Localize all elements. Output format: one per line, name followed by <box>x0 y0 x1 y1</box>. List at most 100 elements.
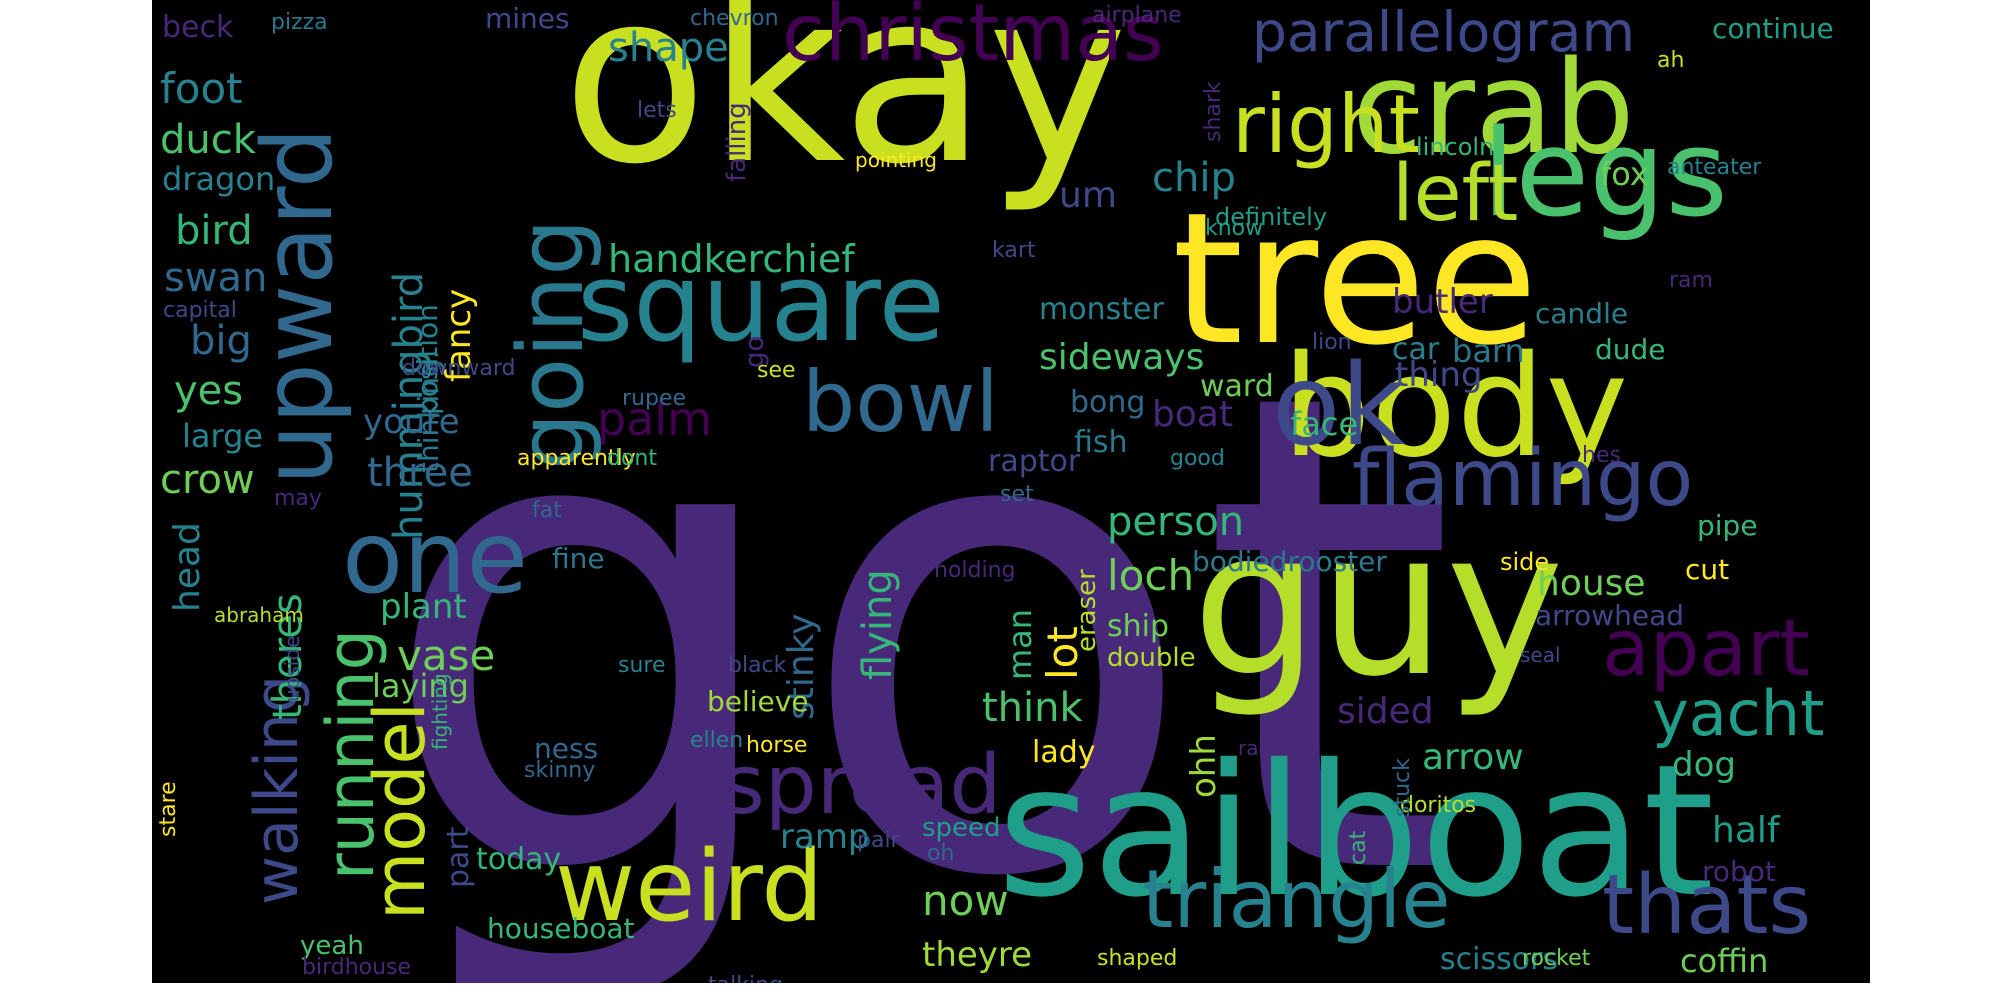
word-flamingo: flamingo <box>1352 434 1694 524</box>
word-arrow: arrow <box>1422 737 1524 778</box>
word-sided: sided <box>1337 691 1434 732</box>
word-duck: duck <box>160 117 256 163</box>
word-yes: yes <box>174 368 244 414</box>
word-see: see <box>757 358 796 383</box>
word-dog: dog <box>1672 745 1736 785</box>
word-doritos: doritos <box>1400 793 1477 818</box>
word-fat: fat <box>532 498 562 523</box>
word-side: side <box>1500 548 1550 576</box>
word-pizza: pizza <box>271 10 328 35</box>
word-spread: spread <box>722 738 1002 833</box>
word-shape: shape <box>608 25 729 71</box>
word-crab: crab <box>1352 34 1635 183</box>
word-palm: palm <box>597 392 712 446</box>
word-going: going <box>499 218 604 470</box>
word-arrowhead: arrowhead <box>1535 599 1685 632</box>
word-got: got <box>376 252 1458 983</box>
word-monster: monster <box>1039 292 1164 327</box>
word-robot: robot <box>1702 855 1776 888</box>
word-sure: sure <box>618 653 666 678</box>
word-talking: talking <box>708 975 783 984</box>
word-set: set <box>1000 482 1034 507</box>
word-okay: okay <box>562 0 1128 217</box>
word-think: think <box>982 685 1083 731</box>
word-um: um <box>1059 175 1117 216</box>
word-triangle: triangle <box>1142 853 1451 946</box>
word-left: left <box>1392 149 1519 239</box>
word-believe: believe <box>707 685 809 718</box>
word-ohh: ohh <box>1184 734 1224 798</box>
word-youre: youre <box>363 402 460 442</box>
word-good: good <box>1170 446 1225 471</box>
word-laying: laying <box>372 667 469 705</box>
word-half: half <box>1712 810 1780 851</box>
word-fish: fish <box>1074 425 1128 460</box>
word-lincoln: lincoln <box>1416 133 1495 161</box>
word-ok: ok <box>1272 341 1406 471</box>
word-yacht: yacht <box>1652 677 1825 750</box>
word-anteater: anteater <box>1667 155 1762 180</box>
word-know: know <box>1205 216 1264 241</box>
word-ward: ward <box>1200 369 1274 404</box>
word-dude: dude <box>1595 333 1666 366</box>
word-ellen: ellen <box>690 728 744 753</box>
word-tree: tree <box>1172 173 1539 385</box>
word-body: body <box>1282 326 1629 489</box>
word-face: face <box>1290 405 1359 443</box>
word-cut: cut <box>1685 553 1730 586</box>
word-dont: dont <box>607 446 657 471</box>
word-bodiedrooster: bodiedrooster <box>1192 545 1387 578</box>
word-thats: thats <box>1602 858 1812 953</box>
word-lets: lets <box>637 98 677 123</box>
word-chevron: chevron <box>690 6 779 31</box>
word-black: black <box>728 653 787 678</box>
word-capital: capital <box>163 298 237 323</box>
word-kart: kart <box>992 238 1036 263</box>
word-today: today <box>476 842 562 877</box>
word-double: double <box>1107 643 1196 673</box>
word-plant: plant <box>380 587 467 627</box>
word-big: big <box>190 318 252 364</box>
word-ship: ship <box>1107 609 1170 644</box>
word-pointing: pointing <box>855 148 937 172</box>
word-fox: fox <box>1600 155 1649 193</box>
word-skinny: skinny <box>524 758 596 783</box>
word-man: man <box>1001 608 1039 680</box>
word-shaped: shaped <box>1097 946 1178 971</box>
word-stuck: stuck <box>1390 758 1415 817</box>
word-now: now <box>922 876 1009 925</box>
word-parallelogram: parallelogram <box>1252 0 1636 64</box>
word-fine: fine <box>552 542 605 575</box>
word-model: model <box>359 702 441 920</box>
word-weird: weird <box>555 830 824 944</box>
word-three: three <box>367 450 473 496</box>
word-houseboat: houseboat <box>487 912 635 945</box>
word-flying: flying <box>855 569 901 680</box>
word-one: one <box>342 499 529 616</box>
word-ness: ness <box>534 732 599 765</box>
word-seal: seal <box>1520 643 1561 667</box>
word-rocket: rocket <box>1522 946 1591 971</box>
word-ramp: ramp <box>780 817 870 857</box>
word-yeah: yeah <box>300 931 364 961</box>
word-lion: lion <box>1312 330 1352 355</box>
word-head: head <box>167 522 208 612</box>
word-sailboat: sailboat <box>997 725 1715 937</box>
word-lady: lady <box>1032 735 1096 770</box>
word-large: large <box>182 417 264 455</box>
word-vase: vase <box>397 631 496 680</box>
word-person: person <box>1107 499 1245 545</box>
word-apparently: apparently <box>517 446 636 471</box>
word-beck: beck <box>162 10 234 45</box>
word-raptor: raptor <box>988 444 1081 479</box>
word-christmas: christmas <box>782 0 1164 79</box>
word-theyre: theyre <box>922 935 1033 975</box>
word-go: go <box>740 335 770 368</box>
word-oh: oh <box>927 841 955 866</box>
word-holding: holding <box>934 558 1016 583</box>
word-guy: guy <box>1192 488 1565 721</box>
word-boat: boat <box>1152 394 1234 435</box>
word-barn: barn <box>1452 332 1525 370</box>
word-handkerchief: handkerchief <box>608 237 855 281</box>
word-part: part <box>441 826 476 888</box>
